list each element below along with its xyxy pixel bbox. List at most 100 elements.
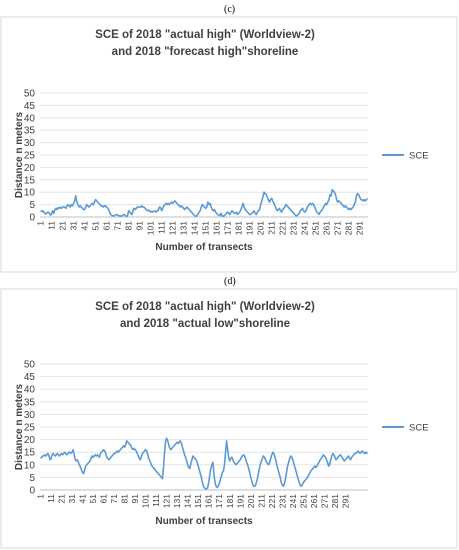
x-axis-title: Number of transects [155,516,253,527]
x-tick-label: 191 [235,494,245,508]
x-tick-label: 141 [190,221,200,235]
x-tick-label: 151 [193,494,203,508]
x-tick-label: 231 [289,221,299,235]
x-tick-label: 121 [168,221,178,235]
x-tick-label: 221 [267,494,277,508]
x-tick-label: 131 [179,221,189,235]
x-tick-label: 291 [340,494,350,508]
x-tick-label: 81 [120,494,130,504]
x-tick-label: 281 [330,494,340,508]
x-tick-label: 31 [67,494,77,504]
y-axis-title: Distance n meters [14,111,25,198]
x-tick-label: 171 [214,494,224,508]
y-tick-label: 5 [29,200,35,211]
x-tick-label: 241 [288,494,298,508]
x-tick-label: 91 [130,494,140,504]
x-tick-label: 21 [58,221,68,231]
y-tick-label: 15 [24,448,36,459]
y-tick-label: 5 [29,473,35,484]
shoreline-chart-d: SCE of 2018 "actual high" (Worldview-2) a… [0,288,458,549]
series-line-sce [40,188,369,218]
x-tick-label: 261 [322,221,332,235]
x-tick-label: 171 [223,221,233,235]
x-tick-label: 181 [234,221,244,235]
y-tick-label: 10 [24,188,36,199]
x-tick-label: 51 [91,221,101,231]
x-tick-label: 21 [57,494,67,504]
chart-title-line: SCE of 2018 "actual high" (Worldview-2) [95,29,315,41]
x-tick-label: 61 [99,494,109,504]
chart-title-line: and 2018 "actual low"shoreline [120,318,290,330]
x-tick-label: 41 [80,221,90,231]
x-tick-label: 261 [309,494,319,508]
x-tick-label: 1 [36,494,46,499]
x-tick-label: 101 [146,221,156,235]
x-tick-label: 91 [135,221,145,231]
x-tick-label: 161 [204,494,214,508]
y-tick-label: 20 [24,163,36,174]
y-tick-label: 30 [24,410,36,421]
y-tick-label: 30 [24,138,36,149]
y-tick-label: 35 [24,397,36,408]
legend-label: SCE [409,151,429,162]
x-tick-label: 201 [246,494,256,508]
x-tick-label: 11 [46,494,56,503]
x-tick-label: 11 [47,221,57,230]
x-tick-label: 31 [69,221,79,231]
y-tick-label: 20 [24,435,36,446]
y-tick-label: 40 [24,385,36,396]
x-tick-label: 271 [319,494,329,508]
y-tick-label: 0 [29,486,35,497]
x-tick-label: 81 [124,221,134,231]
series-line-sce [39,437,369,490]
y-tick-label: 25 [24,423,36,434]
x-axis-title: Number of transects [155,242,253,253]
x-tick-label: 181 [225,494,235,508]
x-tick-label: 1 [36,221,46,226]
x-tick-label: 251 [311,221,321,235]
x-tick-label: 71 [109,494,119,504]
x-tick-label: 121 [162,494,172,508]
chart-title-line: and 2018 "forecast high"shoreline [112,46,299,58]
y-tick-label: 45 [24,101,36,112]
legend-label: SCE [409,423,429,434]
panel-label-d: (d) [224,276,236,287]
x-tick-label: 111 [157,221,167,234]
y-tick-label: 45 [24,372,36,383]
x-tick-label: 101 [141,494,151,508]
x-tick-label: 211 [256,494,266,508]
x-tick-label: 231 [277,494,287,508]
x-tick-label: 151 [201,221,211,235]
x-tick-label: 291 [355,221,365,235]
x-tick-label: 131 [172,494,182,508]
y-tick-label: 35 [24,126,36,137]
x-tick-label: 251 [298,494,308,508]
y-tick-label: 10 [24,460,36,471]
y-tick-label: 15 [24,175,36,186]
chart-border [0,288,458,549]
x-tick-label: 281 [344,221,354,235]
chart-border [0,16,458,273]
x-tick-label: 241 [300,221,310,235]
x-tick-label: 221 [278,221,288,235]
y-tick-label: 50 [24,360,36,371]
panel-label-c: (c) [224,4,236,15]
y-tick-label: 0 [29,213,35,224]
x-tick-label: 191 [245,221,255,235]
x-tick-label: 211 [267,221,277,235]
chart-title-line: SCE of 2018 "actual high" (Worldview-2) [95,301,315,313]
x-tick-label: 41 [78,494,88,504]
y-tick-label: 40 [24,113,36,124]
y-tick-label: 50 [24,89,36,100]
x-tick-label: 111 [151,494,161,507]
x-tick-label: 141 [183,494,193,508]
x-tick-label: 51 [88,494,98,504]
x-tick-label: 61 [102,221,112,231]
x-tick-label: 201 [256,221,266,235]
x-tick-label: 71 [113,221,123,231]
shoreline-chart-c: SCE of 2018 "actual high" (Worldview-2) a… [0,16,458,273]
y-axis-title: Distance n meters [14,383,25,470]
x-tick-label: 161 [212,221,222,235]
y-tick-label: 25 [24,151,36,162]
x-tick-label: 271 [333,221,343,235]
